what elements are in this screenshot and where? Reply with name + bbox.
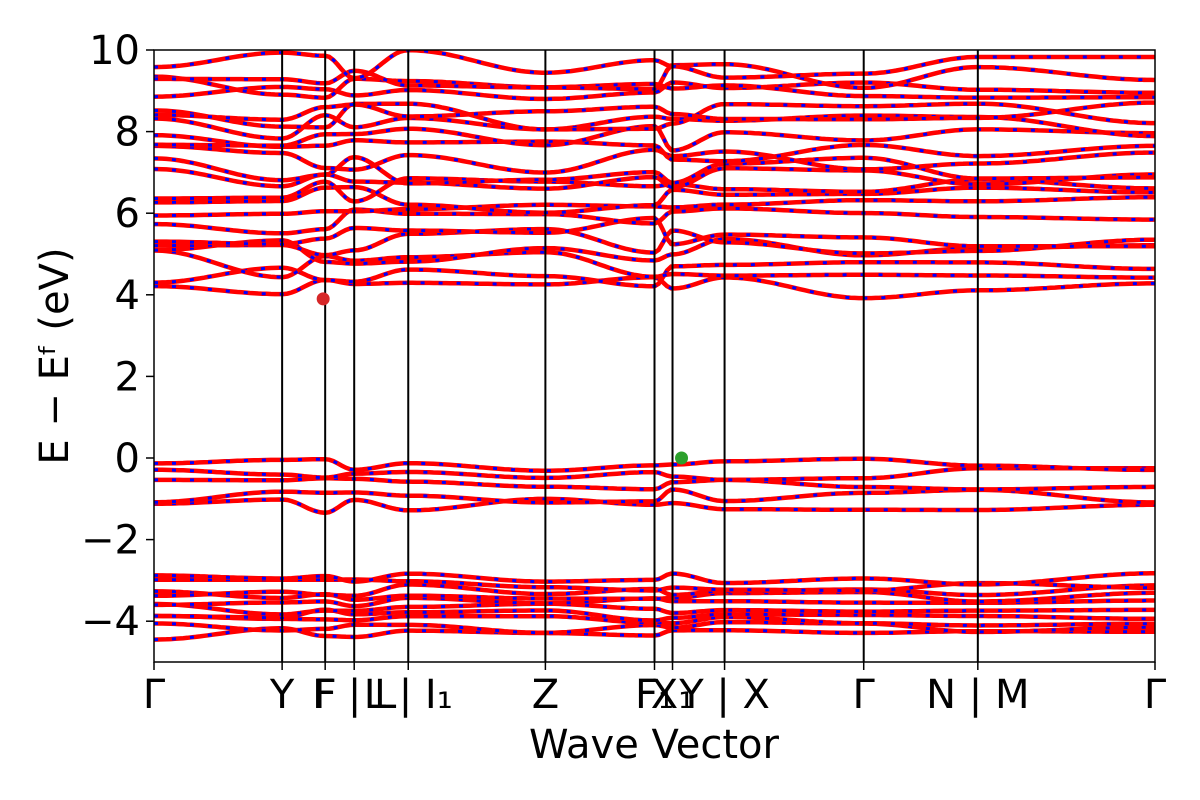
cbm-marker (316, 292, 330, 306)
y-tick-label: 0 (115, 436, 140, 482)
x-tick-label: N | M (926, 672, 1029, 718)
y-tick-label: 8 (115, 110, 140, 156)
x-tick-label: Γ (853, 672, 876, 718)
band-spin-down-conduction-18 (154, 249, 1155, 280)
x-tick-label: Γ (143, 672, 166, 718)
x-tick-label: X₁ (651, 672, 694, 718)
x-tick-label: Z (532, 672, 559, 718)
x-tick-label: Y (269, 672, 295, 718)
y-tick-label: −2 (81, 518, 140, 564)
x-tick-label: L | I₁ (364, 672, 453, 718)
y-axis-ticks: −4 −2 0 2 4 6 8 10 (81, 28, 154, 645)
x-tick-label: F₁ (635, 672, 674, 718)
high-symmetry-lines (281, 50, 979, 662)
y-tick-label: 6 (115, 191, 140, 237)
y-axis-title: E − Eᶠ (eV) (32, 247, 78, 464)
x-tick-label: Γ (1144, 672, 1167, 718)
x-tick-label: F | L (312, 672, 397, 718)
x-axis-title: Wave Vector (529, 722, 780, 768)
y-tick-label: 10 (89, 28, 140, 74)
band-spin-down-conduction-22 (154, 206, 1155, 235)
y-tick-label: 2 (115, 354, 140, 400)
y-tick-label: −4 (81, 599, 140, 645)
vbm-marker (675, 451, 689, 465)
extrema-markers (316, 292, 689, 465)
x-tick-label: Y | X (678, 672, 770, 718)
x-tick-label: F (314, 672, 337, 718)
band-spin-down-conduction-28 (154, 144, 1155, 174)
y-tick-label: 4 (115, 273, 140, 319)
